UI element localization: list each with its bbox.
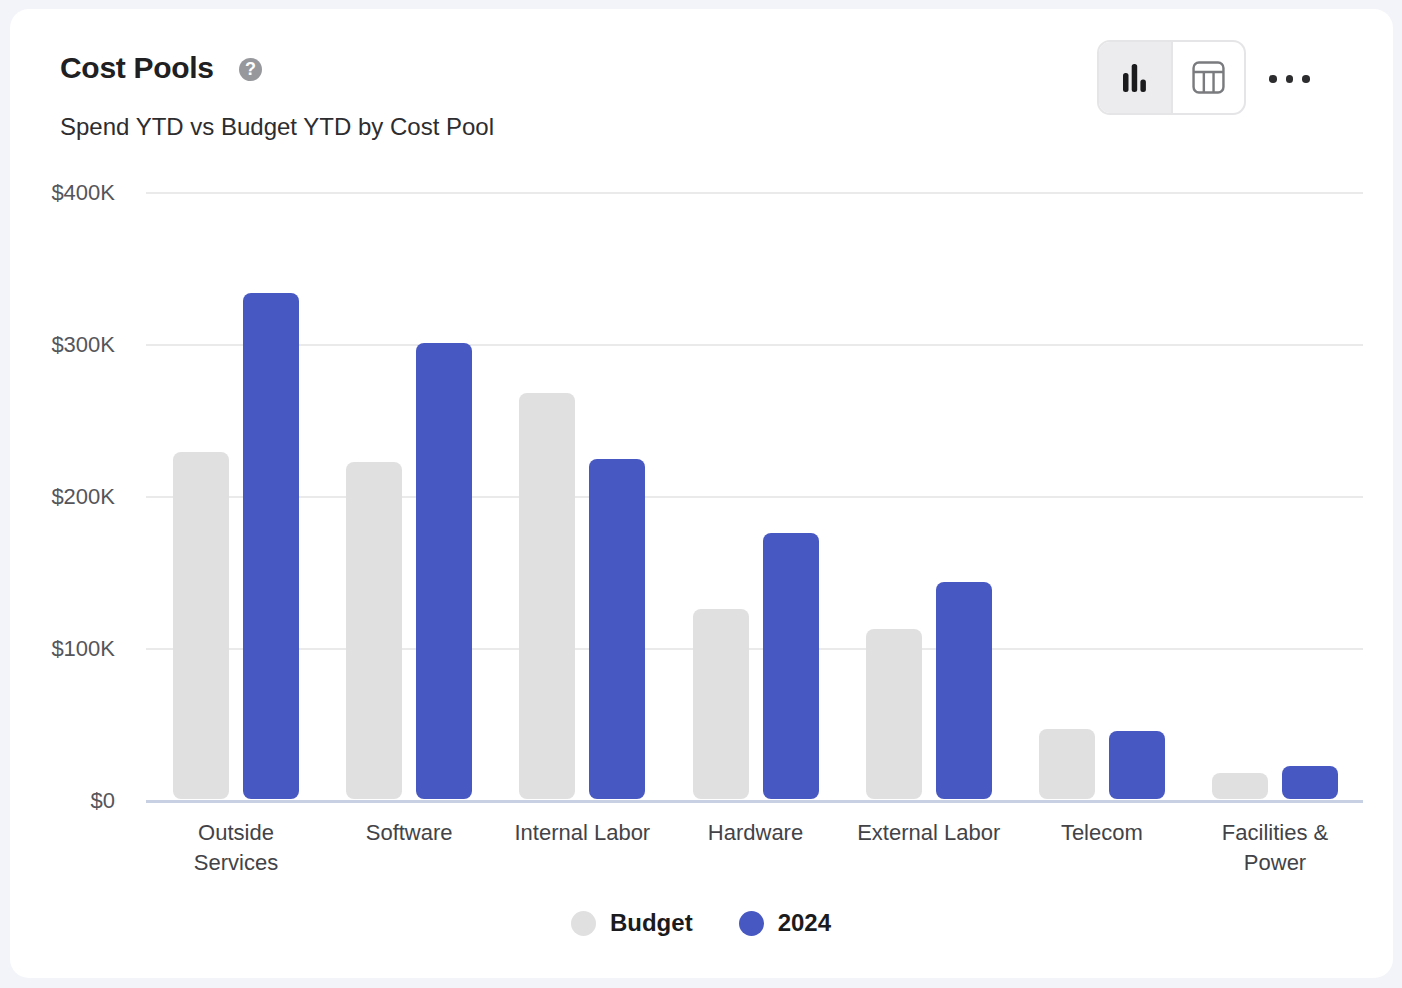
x-axis-category-label: Telecom bbox=[1022, 818, 1182, 848]
cost-pools-widget: Cost Pools ? Spend YTD vs Budget YTD by … bbox=[0, 0, 1402, 988]
legend-item-budget[interactable]: Budget bbox=[571, 909, 693, 937]
bar-2024-hardware[interactable] bbox=[763, 533, 819, 799]
legend-item-2024[interactable]: 2024 bbox=[739, 909, 831, 937]
bar-2024-outside-services[interactable] bbox=[243, 293, 299, 799]
x-axis-category-label: Software bbox=[329, 818, 489, 848]
x-axis-category-label: Hardware bbox=[676, 818, 836, 848]
legend-label: 2024 bbox=[778, 909, 831, 937]
bar-budget-hardware[interactable] bbox=[693, 609, 749, 799]
gridline bbox=[146, 648, 1363, 650]
x-axis-line bbox=[146, 800, 1363, 803]
gridline bbox=[146, 344, 1363, 346]
bar-2024-software[interactable] bbox=[416, 343, 472, 799]
y-axis-tick-label: $400K bbox=[0, 180, 115, 206]
y-axis-tick-label: $0 bbox=[0, 788, 115, 814]
bar-budget-software[interactable] bbox=[346, 462, 402, 799]
bar-budget-internal-labor[interactable] bbox=[519, 393, 575, 799]
legend-dot bbox=[571, 911, 596, 936]
bar-budget-external-labor[interactable] bbox=[866, 629, 922, 799]
bar-2024-internal-labor[interactable] bbox=[589, 459, 645, 799]
x-axis-category-label: Internal Labor bbox=[502, 818, 662, 848]
x-axis-category-label: Outside Services bbox=[156, 818, 316, 878]
chart-legend: Budget 2024 bbox=[0, 909, 1402, 937]
gridline bbox=[146, 496, 1363, 498]
y-axis-tick-label: $300K bbox=[0, 332, 115, 358]
y-axis-tick-label: $200K bbox=[0, 484, 115, 510]
y-axis-tick-label: $100K bbox=[0, 636, 115, 662]
x-axis-category-label: External Labor bbox=[849, 818, 1009, 848]
bar-2024-external-labor[interactable] bbox=[936, 582, 992, 799]
bar-budget-facilities-power[interactable] bbox=[1212, 773, 1268, 799]
bar-budget-outside-services[interactable] bbox=[173, 452, 229, 799]
legend-dot bbox=[739, 911, 764, 936]
x-axis-category-label: Facilities & Power bbox=[1195, 818, 1355, 878]
bar-2024-telecom[interactable] bbox=[1109, 731, 1165, 799]
legend-label: Budget bbox=[610, 909, 693, 937]
gridline bbox=[146, 192, 1363, 194]
bar-chart: $0 $100K $200K $300K $400K Outside Services So… bbox=[0, 0, 1402, 988]
bar-budget-telecom[interactable] bbox=[1039, 729, 1095, 799]
bar-2024-facilities-power[interactable] bbox=[1282, 766, 1338, 799]
